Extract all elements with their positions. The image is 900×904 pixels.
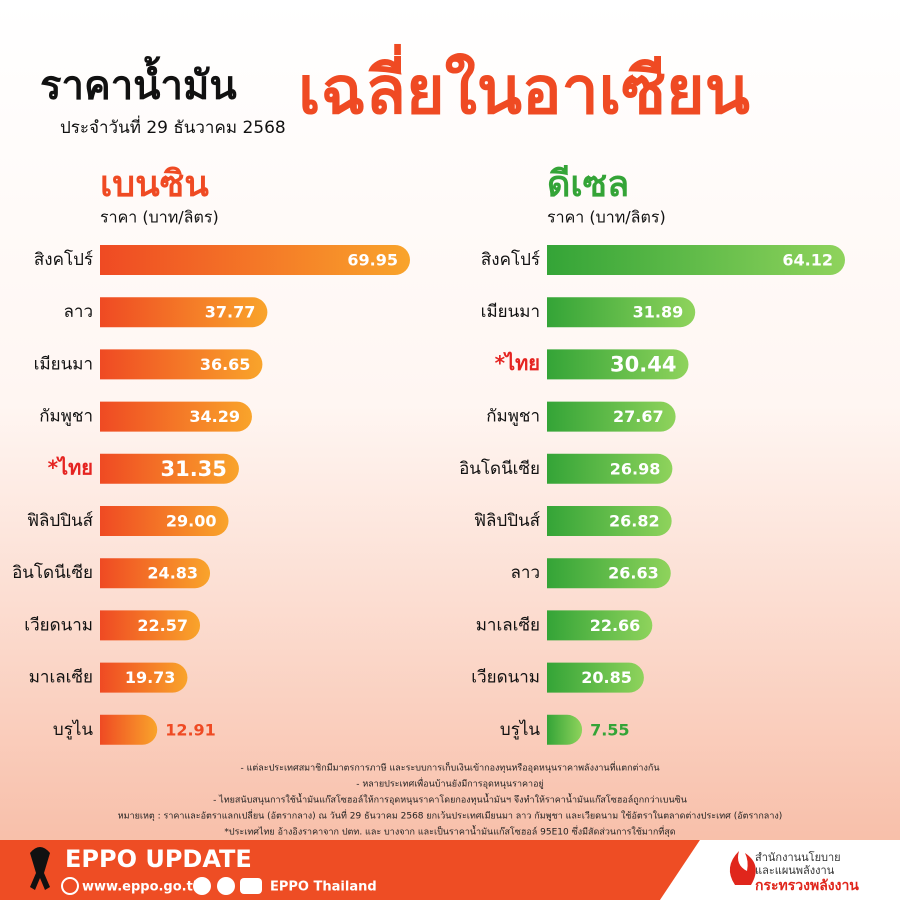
org-line1: สำนักงานนโยบาย [755,850,841,864]
brand: EPPO UPDATE [65,845,252,873]
value-label: 31.35 [160,457,226,481]
bar [100,297,268,328]
category-label: ฟิลิปปินส์ [27,511,94,531]
ribbon-icon [30,847,50,890]
bar [547,453,673,484]
category-label: *ไทย [495,351,540,375]
value-label: 12.91 [165,720,216,739]
category-label: สิงคโปร์ [34,249,93,270]
bar [547,297,696,328]
value-label: 26.63 [608,564,659,583]
category-label: เวียดนาม [24,615,93,635]
note: - ไทยสนับสนุนการใช้น้ำมันแก๊สโซฮอล์ให้กา… [213,793,687,806]
value-label: 7.55 [590,720,629,739]
globe-icon [61,877,79,895]
value-label: 22.57 [137,616,188,635]
facebook-icon[interactable] [193,877,211,895]
org-line2: และแผนพลังงาน [755,864,835,877]
chart-subtitle: ราคา (บาท/ลิตร) [100,208,219,227]
bar [547,506,672,536]
bar [547,714,583,745]
value-label: 29.00 [166,512,217,531]
category-label: สิงคโปร์ [481,249,540,270]
title-highlight: เฉลี่ยในอาเซียน [298,43,750,129]
value-label: 27.67 [613,407,664,426]
category-label: กัมพูชา [39,407,93,427]
category-label: อินโดนีเซีย [459,458,540,479]
category-label: ฟิลิปปินส์ [474,511,541,531]
chart-title: เบนซิน [100,164,209,205]
twitter-icon[interactable] [217,877,235,895]
bar [100,714,158,745]
value-label: 24.83 [147,564,198,583]
bar [547,558,671,589]
category-label: มาเลเซีย [29,668,93,688]
category-label: เวียดนาม [471,668,540,688]
category-label: ลาว [63,302,93,322]
note: หมายเหตุ : ราคาและอัตราแลกเปลี่ยน (อัตรา… [118,809,783,822]
footer-band [0,840,700,900]
category-label: อินโดนีเซีย [12,562,93,583]
value-label: 19.73 [125,668,176,687]
date: ประจำวันที่ 29 ธันวาคม 2568 [60,115,286,138]
value-label: 64.12 [782,251,833,270]
category-label: บรูไน [53,719,93,740]
value-label: 31.89 [633,303,684,322]
note: *ประเทศไทย อ้างอิงราคาจาก ปตท. และ บางจา… [224,825,675,838]
notes: - แต่ละประเทศสมาชิกมีมาตรการภาษี และระบบ… [118,761,783,838]
bar [100,453,239,484]
category-label: *ไทย [48,455,93,479]
bar [547,610,653,641]
bar [100,349,263,380]
category-label: ลาว [510,563,540,583]
bar [100,662,188,693]
category-label: กัมพูชา [486,407,540,427]
value-label: 26.98 [610,459,661,478]
category-label: เมียนมา [481,302,540,322]
value-label: 20.85 [581,668,632,687]
bar [100,558,211,589]
chart-title: ดีเซล [547,164,629,205]
bar [547,401,676,432]
value-label: 26.82 [609,512,660,531]
chart-subtitle: ราคา (บาท/ลิตร) [547,208,666,227]
title: ราคาน้ำมัน [40,56,237,109]
social[interactable]: EPPO Thailand [270,880,377,895]
bar [547,245,845,275]
ministry: กระทรวงพลังงาน [755,878,859,894]
bar [100,610,201,641]
note: - แต่ละประเทศสมาชิกมีมาตรการภาษี และระบบ… [240,761,659,774]
value-label: 37.77 [205,303,256,322]
bar [100,506,229,536]
category-label: เมียนมา [34,354,93,374]
category-label: มาเลเซีย [476,615,540,635]
bar [547,349,689,380]
value-label: 36.65 [200,355,251,374]
website[interactable]: www.eppo.go.th [82,880,202,895]
logo-flame [729,851,756,885]
youtube-icon[interactable] [240,878,262,894]
value-label: 69.95 [347,251,398,270]
bar [547,662,644,693]
category-label: บรูไน [500,719,540,740]
bar [100,245,410,275]
value-label: 22.66 [590,616,641,635]
bar [100,401,252,432]
value-label: 34.29 [189,407,240,426]
value-label: 30.44 [610,352,676,376]
footer-logo-area [660,840,900,900]
note: - หลายประเทศเพื่อนบ้านยังมีการอุดหนุนราค… [356,777,544,790]
